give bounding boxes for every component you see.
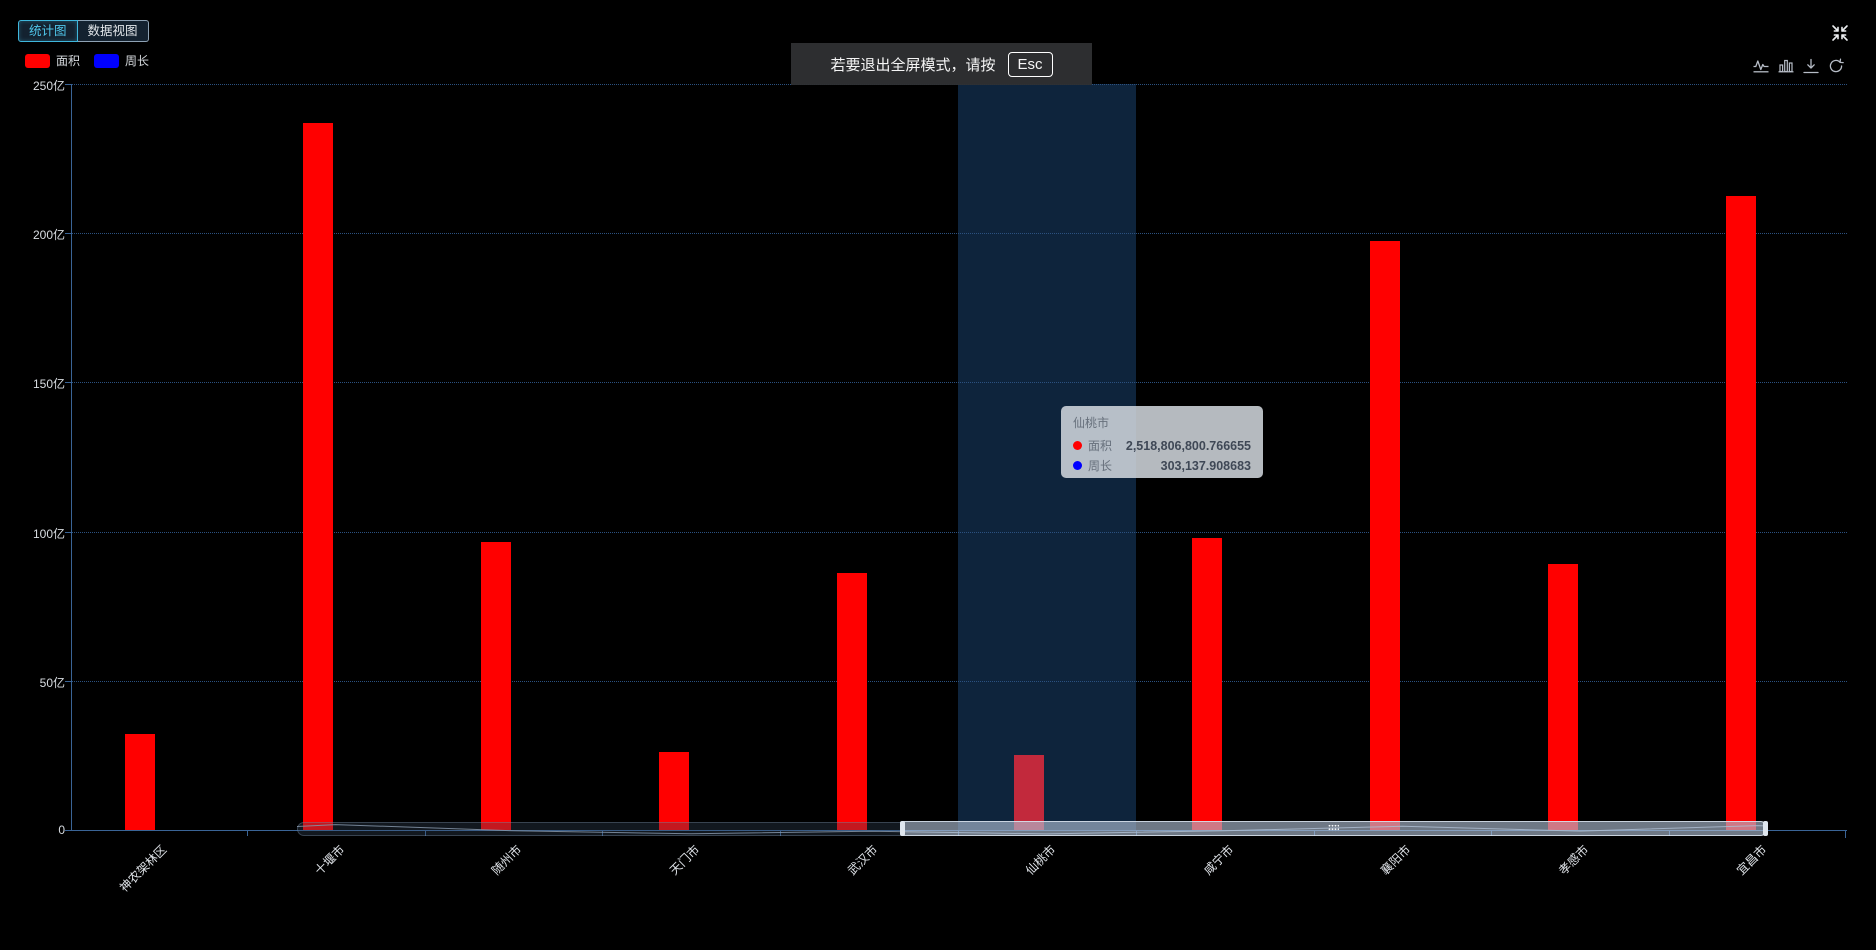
bar-chart-icon[interactable] <box>1777 57 1795 75</box>
x-axis-label-text: 宜昌市 <box>1734 842 1770 878</box>
bar-襄阳市[interactable] <box>1370 240 1400 830</box>
y-axis-tick <box>65 531 71 533</box>
exit-fullscreen-icon[interactable] <box>1830 23 1850 43</box>
line-chart-icon[interactable] <box>1752 57 1770 75</box>
y-axis-label: 0 <box>58 823 65 837</box>
x-axis-label-text: 仙桃市 <box>1022 842 1059 878</box>
x-axis-label-text: 天门市 <box>667 842 703 878</box>
y-gridline <box>71 382 1847 384</box>
legend-item-面积[interactable]: 面积 <box>25 52 80 69</box>
y-axis-label: 100亿 <box>32 526 65 541</box>
y-gridline <box>71 233 1847 235</box>
datazoom-right-handle[interactable] <box>1763 821 1768 836</box>
y-axis-tick <box>65 382 71 384</box>
tab-data-view[interactable]: 数据视图 <box>77 20 149 42</box>
y-axis-label: 200亿 <box>32 228 65 243</box>
datazoom-track[interactable] <box>297 822 903 836</box>
series-marker-dot <box>1073 461 1082 470</box>
download-icon[interactable] <box>1802 57 1820 75</box>
x-axis-tick <box>602 830 604 836</box>
x-axis-tick <box>424 830 426 836</box>
y-gridline <box>71 680 1847 682</box>
x-axis-label-text: 随州市 <box>489 842 525 878</box>
y-axis-tick <box>65 233 71 235</box>
x-axis-tick <box>780 830 782 836</box>
tooltip-series-value: 303,137.908683 <box>1160 458 1251 473</box>
chart-legend: 面积 周长 <box>25 52 149 69</box>
bar-孝感市[interactable] <box>1547 564 1578 830</box>
bar-天门市[interactable] <box>658 751 689 830</box>
tooltip-series-label: 面积 <box>1088 439 1113 453</box>
bar-仙桃市[interactable] <box>1014 754 1045 830</box>
y-axis-tick <box>65 680 71 682</box>
datazoom-left-handle[interactable] <box>900 821 905 836</box>
x-axis-label-text: 神农架林区 <box>116 842 170 895</box>
x-axis-label-text: 武汉市 <box>845 842 881 878</box>
x-axis-label-text: 襄阳市 <box>1378 842 1414 878</box>
datazoom-center-grip[interactable] <box>1328 824 1339 832</box>
legend-item-周长[interactable]: 周长 <box>94 52 149 69</box>
x-axis-label-text: 孝感市 <box>1556 842 1592 878</box>
bar-随州市[interactable] <box>481 542 511 830</box>
bar-武汉市[interactable] <box>836 573 867 830</box>
x-axis-end-tick <box>1845 830 1846 838</box>
toast-text: 若要退出全屏模式，请按 <box>830 56 996 74</box>
y-axis-tick <box>65 84 71 85</box>
bar-十堰市[interactable] <box>303 122 334 830</box>
tooltip-series-value: 2,518,806,800.766655 <box>1125 438 1251 453</box>
tab-statistics-chart[interactable]: 统计图 <box>18 20 78 42</box>
y-axis-label: 150亿 <box>32 377 65 392</box>
y-axis-label: 250亿 <box>32 79 65 93</box>
tooltip-series-label: 周长 <box>1088 459 1113 473</box>
x-axis-tick <box>246 830 248 836</box>
x-axis-label-text: 十堰市 <box>311 842 348 878</box>
chart-toolbox <box>1752 57 1845 75</box>
bar-宜昌市[interactable] <box>1725 195 1756 830</box>
esc-key-badge: Esc <box>1007 51 1053 77</box>
series-marker-dot <box>1073 441 1082 450</box>
y-axis-line <box>71 84 72 830</box>
bar-神农架林区[interactable] <box>125 733 156 830</box>
tooltip-title: 仙桃市 <box>1073 416 1110 430</box>
x-axis-label-text: 咸宁市 <box>1200 842 1237 878</box>
y-axis-tick <box>65 830 71 831</box>
chart-tooltip: 仙桃市 面积 2,518,806,800.766655 周长 303,137.9086… <box>1061 406 1263 478</box>
legend-label: 面积 <box>56 54 81 68</box>
bar-咸宁市[interactable] <box>1192 538 1223 830</box>
tooltip-row-面积: 面积 2,518,806,800.766655 <box>1073 437 1251 454</box>
tooltip-row-周长: 周长 303,137.908683 <box>1073 457 1251 474</box>
legend-swatch <box>94 53 120 68</box>
exit-fullscreen-toast: 若要退出全屏模式，请按 Esc <box>791 43 1092 85</box>
view-switch-tabs: 统计图 数据视图 <box>18 20 149 42</box>
legend-label: 周长 <box>125 54 150 68</box>
y-axis-label: 50亿 <box>39 675 65 690</box>
legend-swatch <box>25 53 50 68</box>
restore-icon[interactable] <box>1827 57 1845 75</box>
y-gridline <box>71 531 1847 533</box>
